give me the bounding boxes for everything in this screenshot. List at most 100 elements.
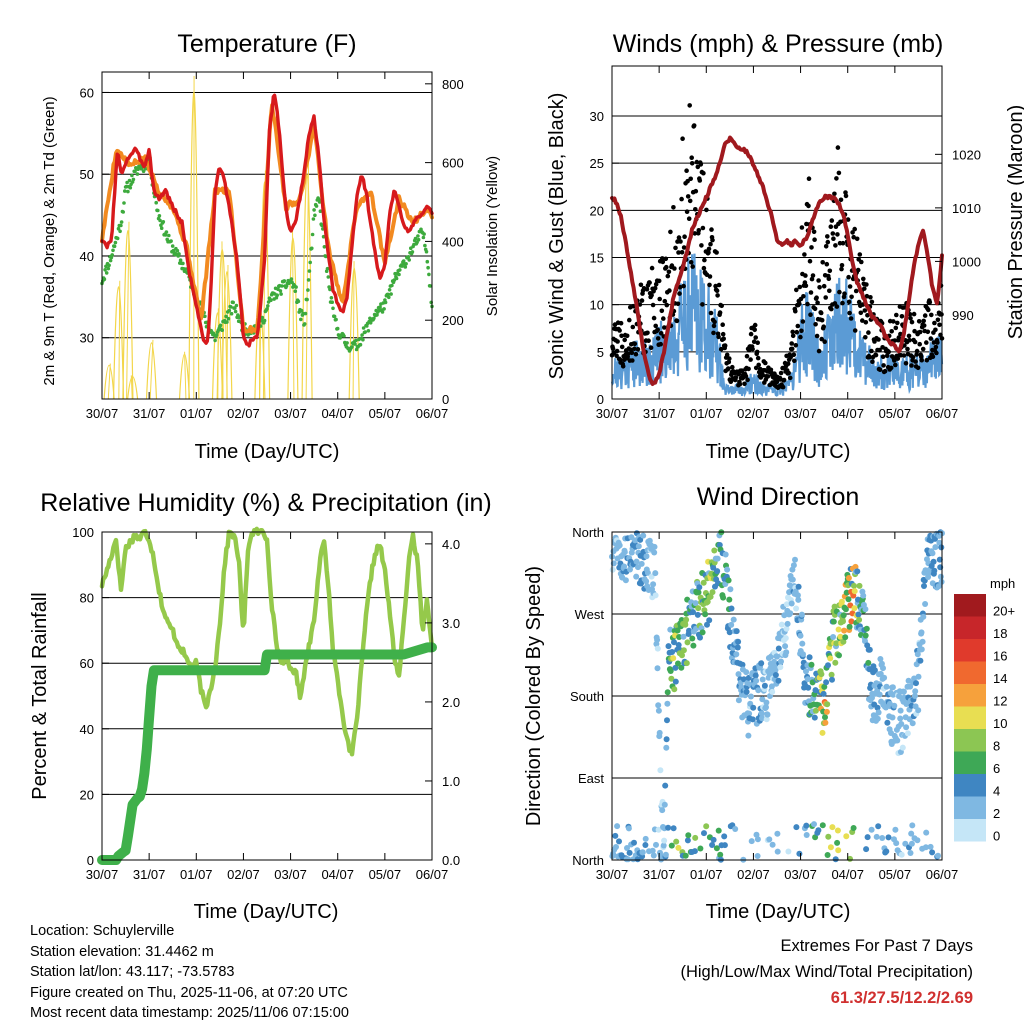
x-tick-label: 03/07: [274, 406, 307, 421]
gust-point: [653, 323, 658, 329]
dewpoint-point: [299, 317, 303, 322]
colorbar-label: 14: [993, 671, 1007, 686]
gust-point: [627, 317, 632, 323]
y-tick-label: 50: [80, 167, 94, 182]
gust-point: [920, 346, 926, 352]
gust-point: [848, 316, 854, 321]
direction-point: [652, 570, 659, 577]
direction-point: [875, 823, 882, 830]
gust-point: [829, 218, 835, 223]
gust-point: [650, 302, 656, 308]
direction-point: [748, 838, 755, 845]
direction-point: [683, 660, 690, 667]
direction-point: [893, 840, 900, 847]
direction-point: [932, 535, 938, 542]
direction-point: [654, 665, 661, 672]
dewpoint-point: [303, 311, 308, 316]
dewpoint-point: [224, 314, 228, 319]
humidity-ticks: 30/07 31/07 01/07 02/07 03/07 04/07 05/07 06/07…: [72, 525, 460, 882]
gust-point: [664, 264, 669, 270]
direction-point: [843, 589, 850, 596]
direction-point: [912, 688, 919, 695]
dewpoint-point: [413, 236, 418, 241]
gust-point: [811, 229, 817, 235]
gust-point: [805, 301, 810, 307]
colorbar-swatch: [954, 706, 986, 729]
gust-point: [706, 250, 711, 255]
gust-point: [736, 371, 742, 377]
direction-point: [840, 618, 846, 625]
gust-point: [808, 290, 814, 295]
dewpoint-point: [110, 253, 114, 257]
dewpoint-point: [403, 265, 408, 269]
direction-point: [665, 824, 672, 831]
gust-point: [809, 245, 814, 250]
direction-point: [750, 704, 757, 711]
y-tick-label: 80: [80, 591, 94, 606]
dewpoint-point: [122, 201, 126, 205]
gust-point: [625, 351, 631, 357]
dewpoint-point: [181, 261, 185, 266]
direction-point: [763, 716, 770, 723]
direction-point: [613, 844, 619, 850]
solar-peak: [107, 363, 111, 400]
gust-point: [832, 191, 837, 197]
direction-point: [785, 848, 792, 855]
direction-point: [921, 583, 927, 589]
gust-point: [922, 313, 928, 318]
gust-point: [711, 323, 717, 329]
x-tick-label: 02/07: [227, 867, 260, 882]
gust-point: [653, 281, 659, 287]
gust-point: [648, 345, 654, 351]
direction-point: [830, 634, 837, 640]
gust-point: [789, 346, 795, 352]
gust-point: [829, 306, 834, 312]
gust-point: [921, 323, 927, 328]
colorbar-label: 6: [993, 761, 1000, 776]
direction-point: [795, 583, 802, 590]
direction-point: [918, 629, 925, 636]
colorbar-label: 10: [993, 716, 1007, 731]
gust-point: [788, 354, 793, 360]
direction-point: [710, 564, 717, 571]
dewpoint-point: [326, 275, 331, 279]
direction-point: [800, 651, 806, 658]
direction-point: [721, 833, 728, 840]
x-tick-label: 04/07: [831, 867, 864, 882]
y2-tick-label: 4.0: [442, 537, 460, 552]
direction-point: [875, 709, 882, 716]
gust-point: [645, 330, 650, 336]
direction-point: [774, 848, 781, 855]
temperature-panel: 30/07 31/07 01/07 02/07 03/07 04/07 05/07 06/07…: [41, 30, 501, 463]
dewpoint-point: [127, 178, 132, 183]
direction-point: [759, 676, 766, 683]
direction-point: [621, 563, 628, 570]
x-tick-label: 06/07: [416, 406, 449, 421]
direction-point: [806, 654, 813, 661]
direction-point: [792, 556, 798, 563]
direction-point: [697, 845, 704, 852]
gust-point: [684, 168, 689, 173]
direction-point: [811, 714, 818, 721]
x-tick-label: 06/07: [416, 867, 449, 882]
gust-point: [737, 382, 743, 387]
direction-point: [822, 719, 829, 726]
dewpoint-point: [278, 289, 283, 293]
gust-point: [854, 236, 860, 242]
direction-point: [778, 658, 784, 665]
gust-point: [679, 196, 684, 202]
direction-point: [679, 652, 685, 659]
gust-point: [689, 155, 694, 160]
gust-point: [726, 359, 732, 365]
gust-point: [637, 302, 643, 307]
gust-point: [845, 217, 851, 222]
dewpoint-point: [416, 234, 420, 238]
direction-point: [728, 605, 735, 612]
humidity-precip-panel: 30/07 31/07 01/07 02/07 03/07 04/07 05/07 06/07…: [29, 489, 492, 923]
temp-2m-line: [100, 93, 434, 348]
gust-point: [819, 336, 824, 342]
colorbar-label: 8: [993, 738, 1000, 753]
direction-point: [709, 842, 716, 848]
y-tick-label: 0: [597, 392, 604, 407]
gust-point: [895, 356, 901, 361]
